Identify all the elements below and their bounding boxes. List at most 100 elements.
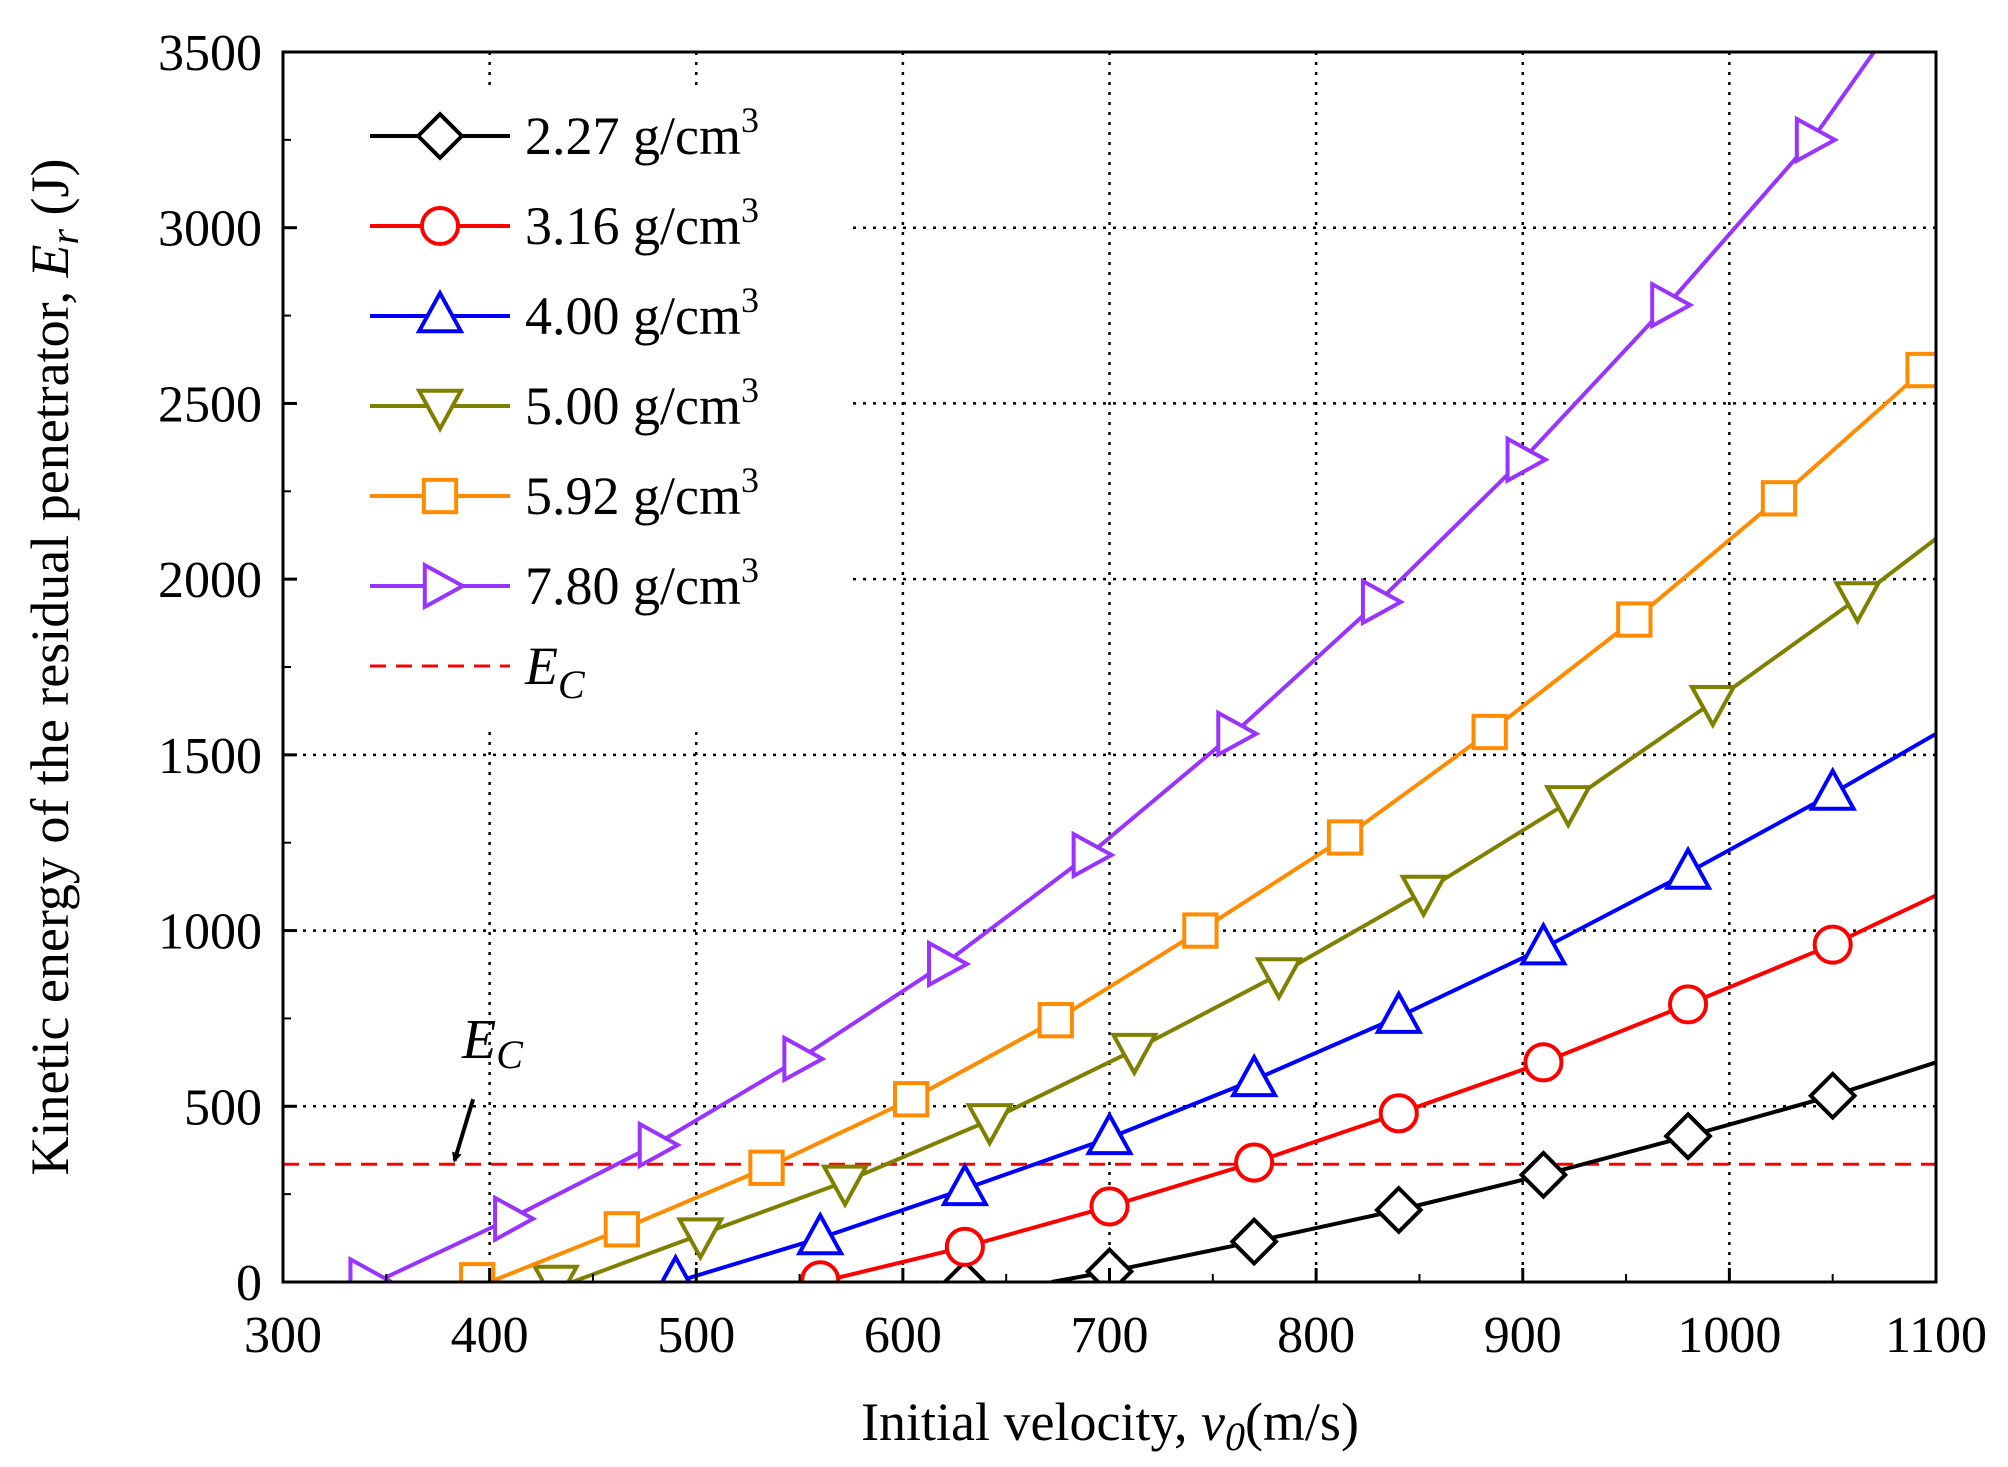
data-point	[1378, 1093, 1419, 1134]
legend-superscript: 3	[741, 190, 759, 230]
data-point	[1505, 435, 1550, 484]
legend-superscript: 3	[741, 100, 759, 140]
data-point	[1229, 1052, 1279, 1098]
legend-label: 7.80 g/cm3	[525, 550, 759, 616]
legend-item: 2.27 g/cm3	[370, 100, 759, 166]
data-point	[1663, 1111, 1713, 1161]
x-tick-label: 300	[244, 1307, 322, 1364]
data-point	[1523, 1042, 1564, 1083]
y-axis-title-suffix: (J)	[20, 158, 80, 228]
data-point	[1216, 709, 1261, 759]
svg-text:EC: EC	[461, 1009, 524, 1077]
legend-value: 7.80 g/cm	[525, 556, 741, 616]
legend-value: 5.92 g/cm	[525, 466, 741, 526]
data-point	[415, 289, 465, 334]
legend-value: 4.00 g/cm	[525, 286, 741, 346]
x-tick-label: 1000	[1677, 1307, 1781, 1364]
data-point	[1812, 924, 1853, 965]
data-point	[1360, 577, 1406, 627]
data-point	[1663, 845, 1713, 890]
data-point	[1650, 280, 1695, 330]
legend-superscript: 3	[741, 460, 759, 500]
series-5	[348, 52, 1876, 1282]
data-point	[820, 1164, 870, 1209]
data-point	[1089, 1186, 1130, 1227]
data-point	[1471, 713, 1508, 751]
legend-item: 3.16 g/cm3	[370, 190, 759, 256]
data-point	[944, 1226, 985, 1267]
series-line	[488, 359, 1936, 1282]
x-tick-label: 800	[1277, 1307, 1355, 1364]
x-axis-title-var: v	[1201, 1392, 1225, 1452]
data-point	[531, 1264, 581, 1282]
series-line	[1051, 1060, 1936, 1282]
ec-annotation: EC	[452, 1009, 524, 1163]
data-point	[1519, 921, 1568, 966]
data-point	[1085, 1110, 1134, 1156]
tick-labels: 300 400 500 600 700 800 900 1000 1100 0 500 1000 150…	[158, 25, 1987, 1364]
y-axis-title: Kinetic energy of the residual penetrato…	[20, 158, 87, 1175]
data-point	[965, 1103, 1014, 1148]
y-tick-label: 2500	[158, 376, 262, 433]
legend-label: 5.00 g/cm3	[525, 370, 759, 436]
x-axis-title-sub: 0	[1225, 1414, 1245, 1459]
y-tick-label: 3000	[158, 201, 262, 258]
legend-value: 3.16 g/cm	[525, 196, 741, 256]
x-tick-label: 400	[451, 1307, 529, 1364]
data-point	[1326, 819, 1364, 856]
data-point	[1808, 766, 1857, 811]
data-point	[459, 1262, 496, 1282]
y-tick-label: 0	[236, 1255, 262, 1312]
legend-item: 7.80 g/cm3	[370, 550, 759, 616]
x-axis-title: Initial velocity, v0(m/s)	[861, 1392, 1359, 1459]
data-point	[1229, 1216, 1279, 1267]
data-point	[348, 1255, 393, 1282]
legend-value: 5.00 g/cm	[525, 376, 741, 436]
x-tick-label: 900	[1484, 1307, 1562, 1364]
series-3	[531, 537, 1936, 1282]
y-axis-title-var: E	[20, 245, 80, 279]
data-point	[603, 1211, 641, 1248]
legend-ec-var: E	[524, 636, 558, 696]
data-point	[1833, 581, 1882, 626]
data-point	[493, 1194, 538, 1244]
data-point	[941, 1259, 988, 1282]
data-point	[1808, 1071, 1858, 1121]
legend-label: 5.92 g/cm3	[525, 460, 759, 526]
data-point	[1399, 874, 1448, 919]
annotation-var: E	[461, 1009, 496, 1071]
data-point	[1254, 957, 1304, 1002]
y-tick-label: 3500	[158, 25, 262, 82]
data-point	[940, 1161, 990, 1207]
data-point	[419, 205, 461, 247]
series-4	[459, 351, 1936, 1282]
annotation-sub: C	[496, 1032, 524, 1077]
data-point	[421, 477, 459, 515]
data-point	[1794, 115, 1839, 165]
data-point	[1760, 480, 1798, 517]
data-point	[659, 1253, 692, 1282]
data-point	[1084, 1246, 1135, 1282]
data-point	[676, 1217, 725, 1262]
annotation-arrow	[452, 1098, 476, 1163]
data-point	[1037, 1002, 1074, 1039]
series-1	[800, 893, 1936, 1282]
legend-background	[300, 90, 850, 730]
legend-value: 2.27 g/cm	[525, 106, 741, 166]
data-point	[1110, 1032, 1159, 1078]
data-point	[415, 388, 465, 433]
data-point	[1071, 830, 1116, 880]
legend-item: 5.00 g/cm3	[370, 370, 759, 436]
x-tick-label: 500	[657, 1307, 735, 1364]
legend-item: 5.92 g/cm3	[370, 460, 759, 526]
data-point	[1905, 351, 1936, 389]
y-tick-label: 2000	[158, 552, 262, 609]
data-point	[637, 1120, 682, 1170]
series-layer	[348, 52, 1936, 1282]
data-point	[422, 561, 467, 611]
legend-label: 2.27 g/cm3	[525, 100, 759, 166]
x-tick-label: 600	[864, 1307, 942, 1364]
ticks	[281, 50, 1938, 1284]
